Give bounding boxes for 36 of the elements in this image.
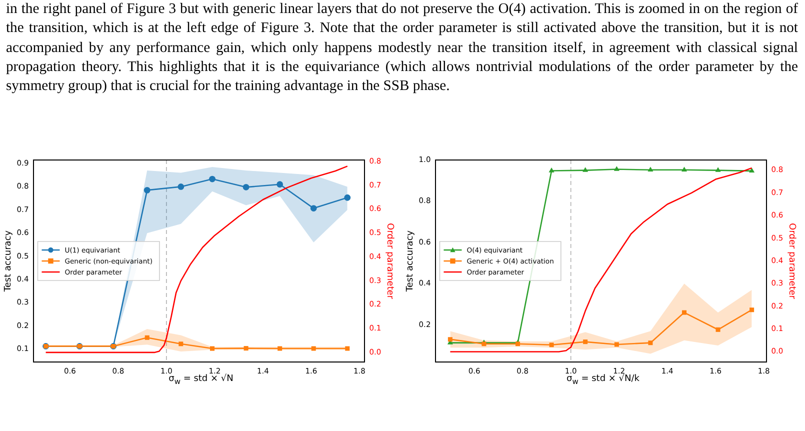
point: [210, 346, 215, 351]
point: [582, 167, 588, 172]
point: [310, 205, 317, 212]
point: [715, 167, 721, 172]
point: [583, 340, 588, 344]
point: [311, 346, 316, 351]
point: [344, 194, 351, 201]
point: [345, 346, 350, 351]
point: [278, 346, 282, 351]
y2-axis-title: Order parameter: [786, 223, 796, 300]
point: [749, 168, 755, 173]
point: [448, 337, 452, 342]
point: [242, 184, 250, 190]
point: [614, 166, 620, 171]
point: [682, 310, 686, 315]
point: [178, 342, 184, 346]
point: [244, 346, 248, 351]
point: [144, 335, 150, 340]
point: [716, 327, 720, 332]
point: [276, 181, 284, 188]
point: [178, 184, 184, 190]
point: [549, 342, 554, 348]
point: [681, 166, 688, 172]
text: in the right panel of Figure 3 but with generic linear layers that do not preserve the O(4) activation. This is zoomed in on the region of the transition, which is at the left edge of Figure 3. Note that the order parameter is still activated above the transition, but it is not accompanied by any performance gain, which only happens modestly near the transition itself, in agreement with classical signal propagation theory. This highlights that it is the equivariance (which allows nontrivial modulations of the order parameter by the symmetry group) that is crucial for the training advantage in the SSB phase.: [6, 0, 798, 96]
y2-axis-title: Order parameter: [384, 223, 394, 300]
point: [750, 308, 754, 312]
y-axis-title: Test accuracy: [4, 230, 14, 293]
x-axis-title: σ$_{w}$ = std × √N: [168, 374, 234, 386]
y-axis-title: Test accuracy: [406, 230, 416, 293]
point: [614, 342, 619, 347]
point: [144, 186, 150, 194]
x-axis-title: σ$_{w}$ = std × √N/k: [566, 374, 641, 386]
point: [648, 340, 653, 346]
point: [648, 166, 654, 172]
point: [548, 168, 554, 172]
point: [209, 176, 216, 182]
